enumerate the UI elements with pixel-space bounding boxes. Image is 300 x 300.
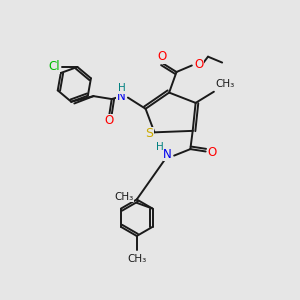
Text: O: O — [208, 146, 217, 159]
Text: O: O — [157, 50, 167, 63]
Text: H: H — [118, 83, 125, 93]
Text: N: N — [163, 148, 172, 160]
Text: CH₃: CH₃ — [115, 191, 134, 202]
Text: CH₃: CH₃ — [127, 254, 146, 264]
Text: H: H — [155, 142, 163, 152]
Text: O: O — [104, 114, 113, 127]
Text: Cl: Cl — [48, 60, 60, 74]
Text: S: S — [145, 127, 153, 140]
Text: CH₃: CH₃ — [215, 79, 234, 89]
Text: N: N — [117, 91, 126, 103]
Text: O: O — [194, 58, 203, 70]
